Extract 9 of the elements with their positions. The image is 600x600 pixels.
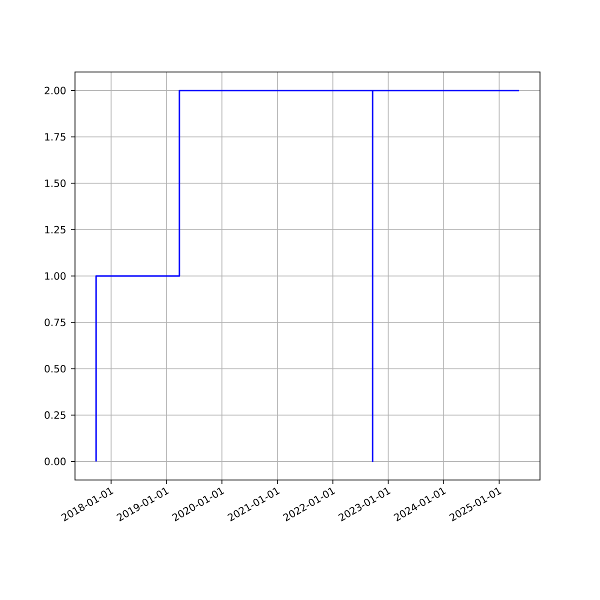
y-tick-label: 0.75 — [44, 318, 66, 326]
y-tick-label: 1.25 — [45, 226, 66, 234]
y-tick-label: 2.00 — [44, 86, 66, 94]
y-tick-label: 0.00 — [44, 458, 66, 466]
y-tick-label: 0.50 — [44, 364, 66, 373]
y-tick-label: 1.50 — [45, 179, 66, 188]
y-tick-label: 1.00 — [45, 272, 66, 280]
y-tick-label: 0.25 — [44, 411, 66, 419]
y-tick-label: 1.75 — [45, 133, 66, 141]
